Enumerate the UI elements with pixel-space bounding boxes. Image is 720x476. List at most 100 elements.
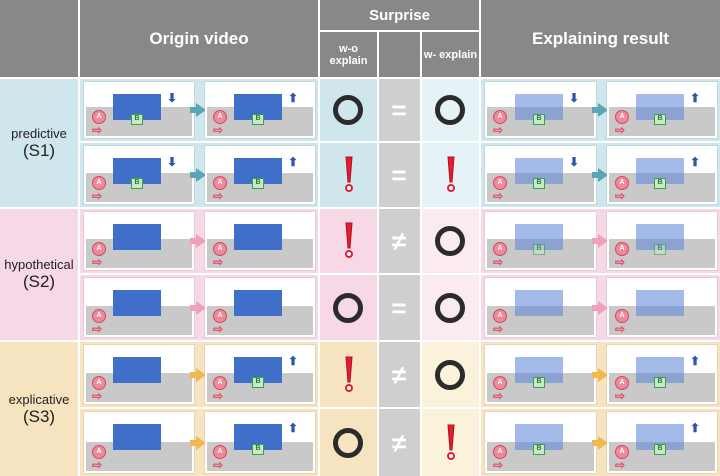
up-arrow-icon: ⬆ [288, 155, 299, 169]
agent-badge: A [213, 176, 227, 190]
group-code: (S1) [22, 140, 56, 160]
agent-arrow-icon: ⇨ [92, 458, 103, 472]
transition-arrow-shaft [190, 304, 197, 311]
relation-cell [379, 143, 420, 207]
group-code: (S3) [22, 406, 56, 426]
w-explain-label: w- explain [423, 48, 478, 61]
up-arrow-icon: ⬆ [690, 155, 701, 169]
surprise-none-icon [435, 226, 465, 256]
agent-badge: A [493, 445, 507, 459]
transition-arrow-icon [196, 234, 206, 248]
transition-arrow-shaft [190, 172, 197, 178]
explain-frame-1: B A ⇨ [485, 212, 596, 270]
green-box: B [533, 377, 545, 388]
green-box: B [252, 377, 264, 388]
agent-badge: A [213, 445, 227, 459]
surprise-alert-icon [344, 156, 354, 192]
explaining-result-header: Explaining result [481, 0, 720, 77]
explain-frame-1: B A ⇨ [485, 412, 596, 473]
agent-badge: A [213, 110, 227, 124]
up-arrow-icon: ⬆ [288, 354, 299, 368]
relation-symbol: ≠ [391, 226, 407, 256]
transition-arrow-shaft [592, 172, 599, 178]
agent-badge: A [213, 242, 227, 256]
origin-video-header: Origin video [80, 0, 318, 77]
surprise-alert-icon [344, 222, 354, 258]
origin-frame-2: B ⬆ A ⇨ [205, 146, 315, 204]
green-box: B [654, 244, 666, 255]
explain-frame-2: A ⇨ [607, 278, 717, 337]
agent-badge: A [615, 376, 629, 390]
relation-cell [379, 79, 420, 141]
green-box: B [252, 444, 264, 455]
group-label-s1: predictive (S1) [0, 79, 78, 207]
agent-badge: A [615, 309, 629, 323]
transition-arrow-shaft [190, 439, 197, 446]
relation-header [379, 32, 420, 77]
agent-arrow-icon: ⇨ [213, 389, 224, 403]
agent-arrow-icon: ⇨ [213, 255, 224, 269]
agent-arrow-icon: ⇨ [615, 255, 626, 269]
green-box: B [131, 114, 143, 125]
explain-frame-2: B ⬆ A ⇨ [607, 146, 717, 204]
origin-frame-1: A ⇨ [84, 212, 194, 270]
agent-badge: A [615, 176, 629, 190]
explain-frame-2: B ⬆ A ⇨ [607, 412, 717, 473]
agent-arrow-icon: ⇨ [493, 255, 504, 269]
transition-arrow-icon [196, 168, 206, 182]
origin-frame-1: B ⬇ A ⇨ [84, 146, 194, 204]
agent-badge: A [213, 376, 227, 390]
origin-frame-2: B ⬆ A ⇨ [205, 82, 315, 138]
green-box: B [654, 377, 666, 388]
transition-arrow-icon [598, 168, 608, 182]
green-box: B [654, 444, 666, 455]
up-arrow-icon: ⬆ [288, 91, 299, 105]
agent-arrow-icon: ⇨ [615, 322, 626, 336]
green-box: B [131, 178, 143, 189]
relation-symbol: ≠ [391, 427, 407, 458]
agent-badge: A [213, 309, 227, 323]
agent-arrow-icon: ⇨ [92, 255, 103, 269]
origin-video-title: Origin video [149, 28, 249, 48]
green-box: B [533, 114, 545, 125]
origin-frame-1: A ⇨ [84, 412, 194, 473]
green-box: B [654, 178, 666, 189]
w-explain-header: w- explain [422, 32, 479, 77]
agent-badge: A [92, 110, 106, 124]
agent-arrow-icon: ⇨ [615, 189, 626, 203]
relation-symbol: ≠ [391, 359, 407, 390]
agent-arrow-icon: ⇨ [213, 458, 224, 472]
down-arrow-icon: ⬇ [167, 155, 178, 169]
green-box: B [252, 178, 264, 189]
relation-symbol: = [391, 95, 407, 125]
green-box: B [654, 114, 666, 125]
agent-arrow-icon: ⇨ [615, 389, 626, 403]
agent-arrow-icon: ⇨ [213, 322, 224, 336]
transition-arrow-shaft [592, 371, 599, 378]
surprise-header: Surprise [320, 0, 479, 30]
blue-block [234, 290, 282, 316]
agent-arrow-icon: ⇨ [493, 322, 504, 336]
down-arrow-icon: ⬇ [569, 91, 580, 105]
relation-cell [379, 342, 420, 407]
down-arrow-icon: ⬇ [167, 91, 178, 105]
agent-badge: A [493, 110, 507, 124]
explain-frame-2: B A ⇨ [607, 212, 717, 270]
transition-arrow-icon [598, 234, 608, 248]
explaining-result-title: Explaining result [532, 28, 669, 48]
transition-arrow-icon [598, 435, 608, 450]
blue-block [113, 224, 161, 250]
agent-arrow-icon: ⇨ [615, 123, 626, 137]
agent-badge: A [615, 445, 629, 459]
surprise-none-icon [435, 292, 465, 323]
green-box: B [533, 178, 545, 189]
green-box: B [252, 114, 264, 125]
origin-frame-1: A ⇨ [84, 278, 194, 337]
blue-block [113, 290, 161, 316]
explain-frame-2: B ⬆ A ⇨ [607, 82, 717, 138]
agent-badge: A [92, 242, 106, 256]
origin-frame-2: A ⇨ [205, 278, 315, 337]
down-arrow-icon: ⬇ [569, 155, 580, 169]
green-box: B [533, 244, 545, 255]
green-box: B [533, 444, 545, 455]
